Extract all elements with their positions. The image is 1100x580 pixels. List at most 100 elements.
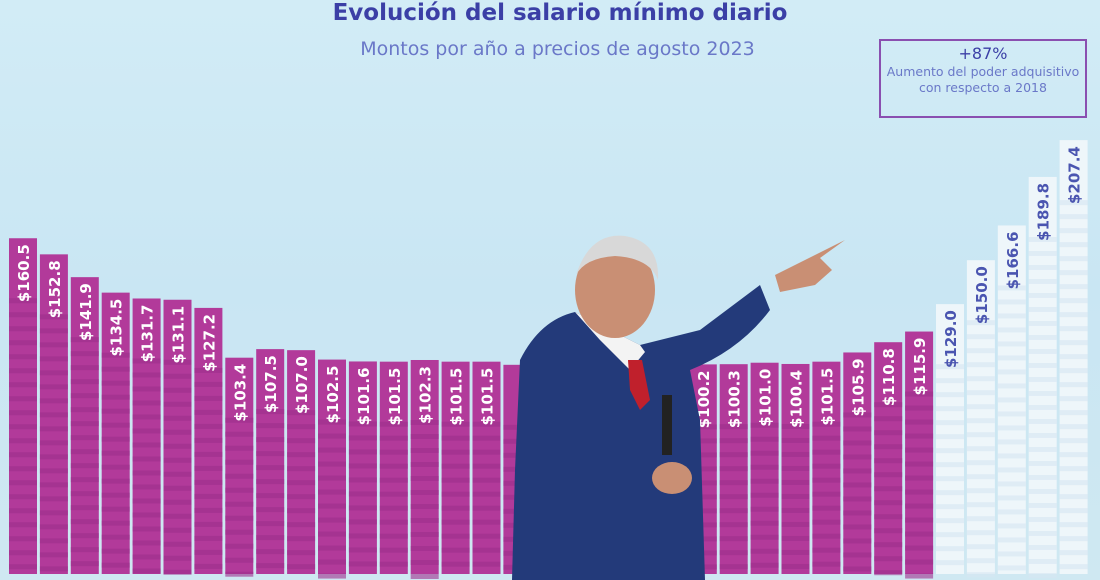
bar-stripe: [70, 365, 99, 371]
bar-stripe: [287, 466, 316, 472]
bar-stripe: [441, 505, 470, 511]
bar-stripe: [1028, 250, 1057, 256]
bar-stripe: [688, 522, 717, 528]
bar-stripe: [750, 464, 779, 470]
bar-stripe: [101, 408, 130, 414]
bar-stripe: [997, 439, 1026, 445]
bar-stripe: [256, 437, 285, 443]
bar-stripe: [627, 564, 655, 570]
bar-label: $141.9: [77, 283, 95, 341]
bar-stripe: [781, 437, 810, 443]
bar-stripe: [1059, 326, 1088, 332]
bar-stripe: [905, 531, 934, 537]
bar: [966, 260, 995, 574]
bar-stripe: [287, 410, 316, 416]
bar-stripe: [812, 477, 841, 483]
bar-stripe: [812, 491, 841, 497]
bar-label: $102.5: [324, 366, 342, 424]
bar-label: $101.5: [386, 368, 404, 426]
bar-stripe: [70, 519, 99, 525]
bar-stripe: [966, 530, 995, 536]
bar-stripe: [410, 489, 439, 495]
bar-stripe: [348, 519, 377, 525]
bar-stripe: [194, 437, 223, 443]
bar-stripe: [503, 438, 532, 444]
bar-stripe: [225, 571, 254, 577]
bar-stripe: [997, 355, 1026, 361]
bar-stripe: [750, 562, 779, 568]
bar-stripe: [101, 534, 130, 540]
bar-stripe: [163, 443, 192, 449]
bar-stripe: [750, 436, 779, 442]
bar-stripe: [348, 477, 377, 483]
bar-stripe: [194, 423, 223, 429]
bar-stripe: [565, 452, 594, 458]
bar-stripe: [596, 522, 625, 528]
bar-stripe: [997, 313, 1026, 319]
bar-stripe: [1059, 228, 1088, 234]
bar-label: $102.3: [417, 366, 435, 424]
bar-stripe: [874, 514, 903, 520]
bar-label: $101.0: [757, 369, 775, 427]
bar-stripe: [812, 533, 841, 539]
bar-stripe: [627, 536, 655, 542]
bar-stripe: [843, 566, 872, 572]
bar-stripe: [1028, 502, 1057, 508]
bar-stripe: [225, 417, 254, 423]
bar-stripe: [997, 299, 1026, 305]
bar-stripe: [163, 527, 192, 533]
bar-stripe: [410, 573, 439, 579]
bar-stripe: [534, 508, 563, 514]
bar-stripe: [9, 424, 37, 430]
bar-stripe: [472, 561, 501, 567]
bar-stripe: [1028, 348, 1057, 354]
bar-stripe: [750, 506, 779, 512]
bar-stripe: [318, 503, 346, 509]
bar-stripe: [318, 475, 346, 481]
bar-stripe: [318, 461, 346, 467]
bar-stripe: [132, 442, 161, 448]
bar-stripe: [1028, 418, 1057, 424]
bar: [874, 342, 903, 574]
bar-stripe: [348, 421, 377, 427]
bar-stripe: [627, 494, 655, 500]
bar-stripe: [472, 547, 501, 553]
bar-stripe: [966, 558, 995, 564]
bar-stripe: [565, 438, 594, 444]
bar-stripe: [997, 523, 1026, 529]
bar-stripe: [9, 536, 37, 542]
bar-stripe: [503, 550, 532, 556]
bar-stripe: [812, 449, 841, 455]
bar-stripe: [163, 541, 192, 547]
bar-stripe: [163, 387, 192, 393]
bar-stripe: [256, 465, 285, 471]
bar-stripe: [688, 466, 717, 472]
bar-stripe: [534, 536, 563, 542]
bar-stripe: [1028, 236, 1057, 242]
bar-stripe: [781, 563, 810, 569]
bar-stripe: [1028, 404, 1057, 410]
bar-stripe: [1059, 424, 1088, 430]
bar-stripe: [997, 495, 1026, 501]
bar-stripe: [905, 405, 934, 411]
bar-label: $101.5: [818, 368, 836, 426]
bar-label: $131.7: [139, 304, 157, 362]
bar-stripe: [627, 424, 655, 430]
bar-stripe: [410, 447, 439, 453]
bar-stripe: [70, 477, 99, 483]
bar-stripe: [843, 454, 872, 460]
bar-stripe: [627, 438, 655, 444]
bar-stripe: [1059, 522, 1088, 528]
bar-stripe: [534, 438, 563, 444]
bar-stripe: [503, 452, 532, 458]
bar-stripe: [750, 492, 779, 498]
bar-stripe: [596, 438, 625, 444]
bar-stripe: [256, 521, 285, 527]
bar-stripe: [843, 482, 872, 488]
bar-stripe: [966, 418, 995, 424]
bar-stripe: [719, 438, 748, 444]
bar-stripe: [1059, 256, 1088, 262]
bar-stripe: [194, 563, 223, 569]
bar-stripe: [905, 503, 934, 509]
bar-stripe: [565, 494, 594, 500]
